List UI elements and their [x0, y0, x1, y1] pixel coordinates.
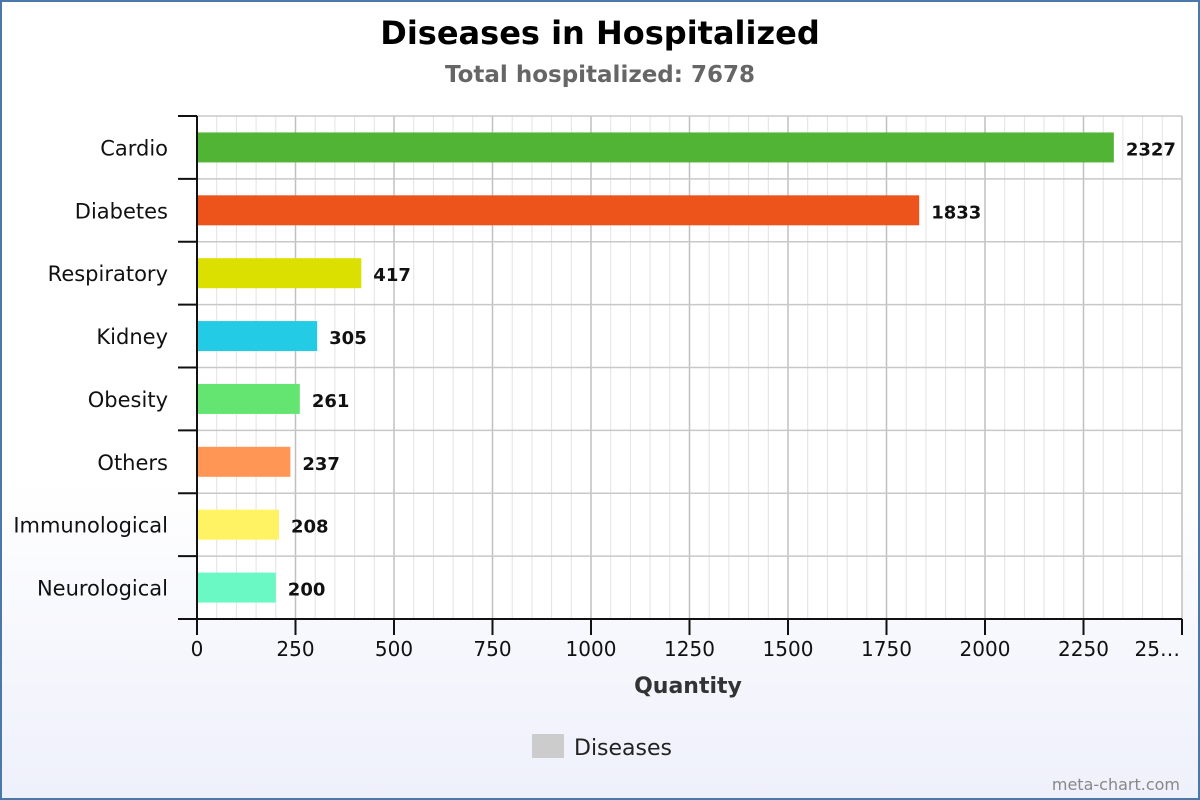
x-tick-label: 2250 — [1058, 637, 1109, 661]
x-tick-label: 1250 — [664, 637, 715, 661]
category-label-respiratory: Respiratory — [48, 262, 168, 286]
bar-respiratory[interactable] — [197, 258, 362, 289]
data-label-diabetes: 1833 — [931, 202, 981, 223]
x-tick-label: 2000 — [960, 637, 1011, 661]
bar-obesity[interactable] — [197, 383, 300, 414]
bar-immunological[interactable] — [197, 509, 279, 540]
data-label-obesity: 261 — [312, 391, 350, 412]
credit-text: meta-chart.com — [1051, 775, 1180, 794]
axes — [178, 115, 1183, 635]
category-label-cardio: Cardio — [100, 136, 168, 160]
data-label-kidney: 305 — [329, 328, 367, 349]
category-label-obesity: Obesity — [88, 388, 168, 412]
data-label-respiratory: 417 — [373, 265, 411, 286]
x-axis-label: Quantity — [634, 674, 742, 699]
category-label-diabetes: Diabetes — [75, 199, 168, 223]
x-tick-label: 0 — [191, 637, 204, 661]
legend-label: Diseases — [574, 736, 672, 761]
category-label-kidney: Kidney — [96, 325, 168, 349]
chart-subtitle: Total hospitalized: 7678 — [444, 62, 755, 88]
bar-others[interactable] — [197, 446, 291, 477]
bar-kidney[interactable] — [197, 321, 318, 352]
bar-neurological[interactable] — [197, 572, 276, 603]
bars — [197, 132, 1114, 603]
data-label-others: 237 — [302, 454, 340, 475]
legend[interactable]: Diseases — [532, 734, 672, 761]
x-tick-label: 750 — [473, 637, 511, 661]
chart-title: Diseases in Hospitalized — [380, 14, 820, 52]
data-label-neurological: 200 — [288, 580, 326, 601]
category-label-neurological: Neurological — [37, 577, 168, 601]
x-tick-label: 1750 — [861, 637, 912, 661]
x-tick-label: 1500 — [763, 637, 814, 661]
legend-swatch — [532, 734, 564, 758]
x-tick-label: 1000 — [566, 637, 617, 661]
category-label-immunological: Immunological — [13, 514, 168, 538]
bar-diabetes[interactable] — [197, 195, 920, 226]
data-label-cardio: 2327 — [1126, 139, 1176, 160]
bar-cardio[interactable] — [197, 132, 1114, 163]
x-tick-label: 500 — [375, 637, 413, 661]
x-tick-label: 250 — [276, 637, 314, 661]
labels: 2327 Cardio 1833 Diabetes 417 Respiratory 305 K… — [13, 136, 1180, 661]
category-label-others: Others — [97, 451, 168, 475]
data-label-immunological: 208 — [291, 517, 329, 538]
x-tick-label: 25… — [1135, 637, 1180, 661]
